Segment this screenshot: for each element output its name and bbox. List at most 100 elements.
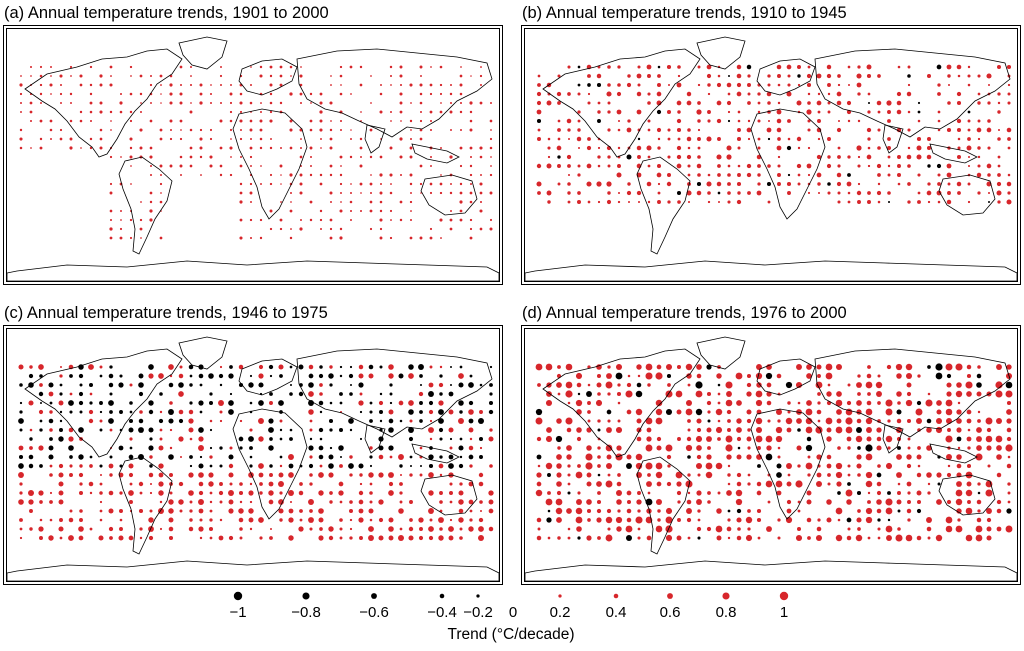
trend-dot [49,464,53,468]
trend-dot [69,137,73,141]
trend-dot [937,482,941,486]
trend-dot [469,227,473,231]
trend-dot [867,200,871,204]
trend-dot [369,155,373,159]
trend-dot [947,191,951,195]
trend-dot [189,383,193,387]
trend-dot [489,428,493,432]
trend-dot [28,499,34,505]
trend-dot [687,419,691,423]
trend-dot [390,111,392,113]
trend-dot [537,74,541,78]
coastline-4 [232,408,308,520]
trend-dot [597,428,601,432]
trend-dot [180,84,182,86]
trend-dot [89,392,93,396]
trend-dot [727,518,731,522]
trend-dot [707,83,711,87]
trend-dot [706,73,712,79]
trend-dot [449,191,453,195]
trend-dot [310,156,312,158]
trend-dot [676,364,682,370]
trend-dot [976,517,982,523]
trend-dot [857,446,861,450]
trend-dot [717,491,721,495]
trend-dot [845,489,853,497]
trend-dot [565,363,573,371]
trend-dot [736,472,742,478]
trend-dot [329,383,333,387]
trend-dot [966,409,972,415]
trend-dot [109,182,113,186]
trend-dot [249,236,253,240]
trend-dot [419,164,423,168]
trend-dot [219,164,223,168]
trend-dot [419,119,423,123]
trend-dot [130,75,132,77]
trend-dot [686,91,692,97]
trend-dot [755,399,763,407]
trend-dot [685,408,693,416]
trend-dot [179,164,183,168]
trend-dot [587,419,591,423]
trend-dot [946,373,952,379]
trend-dot [230,156,232,158]
trend-dot [596,181,602,187]
trend-dot [238,436,244,442]
trend-dot [697,137,701,141]
trend-dot [617,65,621,69]
trend-dot [616,481,622,487]
trend-dot [817,191,821,195]
trend-dot [249,146,253,150]
coastline-1 [178,36,228,70]
trend-dot [128,490,134,496]
trend-dot [977,509,981,513]
trend-dot [826,391,832,397]
coastline-0 [542,348,701,458]
trend-dot [667,128,671,132]
trend-dot [997,110,1001,114]
trend-dot [318,472,324,478]
trend-dot [916,490,922,496]
trend-dot [219,446,223,450]
trend-dot [896,91,902,97]
trend-dot [269,536,273,540]
trend-dot [727,74,731,78]
trend-dot [747,101,751,105]
trend-dot [646,427,652,433]
trend-dot [78,526,84,532]
trend-dot [956,154,962,160]
trend-dot [149,164,153,168]
trend-dot [160,192,162,194]
trend-dot [717,164,721,168]
trend-dot [936,400,942,406]
trend-dot [995,417,1003,425]
trend-dot [79,383,83,387]
trend-dot [369,200,373,204]
trend-dot [727,92,731,96]
trend-dot [69,92,73,96]
trend-dot [149,173,153,177]
trend-dot [78,535,84,541]
trend-dot [765,480,773,488]
trend-dot [715,462,723,470]
trend-dot [685,363,693,371]
trend-dot [108,418,114,424]
trend-dot [30,147,32,149]
trend-dot [68,436,74,442]
trend-dot [826,454,832,460]
trend-dot [636,109,642,115]
trend-dot [656,172,662,178]
trend-dot [268,364,274,370]
trend-dot [269,473,273,477]
trend-dot [459,92,463,96]
trend-dot [278,508,284,514]
trend-dot [897,491,901,495]
trend-dot [439,218,443,222]
trend-dot [379,410,383,414]
trend-dot [807,128,811,132]
trend-dot [696,445,702,451]
trend-dot [130,183,132,185]
trend-dot [219,419,223,423]
trend-dot [736,181,742,187]
